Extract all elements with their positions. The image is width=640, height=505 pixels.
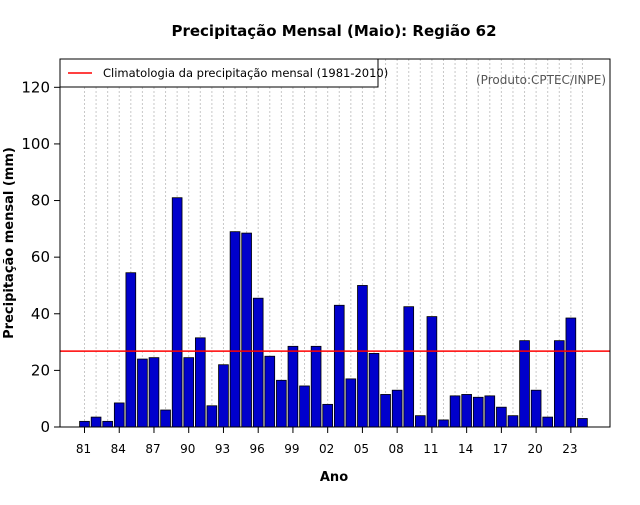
bar-2009 <box>403 306 415 428</box>
bar-1984 <box>113 402 125 428</box>
y-tick-label-20: 20 <box>31 361 50 379</box>
axes: 0 20 40 60 80 100 120 81 84 87 90 93 96 99 02 05 08 11 14 1… <box>21 78 577 456</box>
bar-2008 <box>391 389 403 428</box>
bar-2011 <box>426 316 438 428</box>
y-tick-label-0: 0 <box>40 418 50 436</box>
bar-1995 <box>241 232 252 428</box>
x-tick-label-2002: 02 <box>319 442 334 456</box>
bar-series <box>79 197 588 428</box>
bar-2000 <box>299 385 310 428</box>
x-tick-label-1996: 96 <box>250 442 265 456</box>
bar-2015 <box>472 396 484 428</box>
bar-2012 <box>438 419 449 428</box>
x-tick-label-2011: 11 <box>423 442 438 456</box>
bar-2022 <box>553 340 565 428</box>
bar-1987 <box>148 357 160 428</box>
bar-1999 <box>287 345 299 428</box>
bar-2020 <box>530 389 542 428</box>
bar-2024 <box>577 418 588 428</box>
legend-box <box>59 58 379 88</box>
bar-2006 <box>368 352 380 428</box>
bar-1982 <box>90 416 102 428</box>
bar-2018 <box>507 415 519 428</box>
grid-lines <box>84 59 583 427</box>
y-tick-label-40: 40 <box>31 305 50 323</box>
bar-2007 <box>380 394 391 428</box>
x-tick-label-1984: 84 <box>111 442 126 456</box>
bar-2010 <box>415 415 426 428</box>
bar-1992 <box>206 405 218 428</box>
bar-1989 <box>171 197 183 428</box>
bar-2014 <box>461 394 472 428</box>
bar-2021 <box>542 416 553 428</box>
bar-2017 <box>496 406 507 428</box>
bar-1994 <box>229 231 241 428</box>
x-tick-label-1981: 81 <box>76 442 91 456</box>
x-tick-label-1987: 87 <box>145 442 160 456</box>
legend-climatology-label: Climatologia da precipitação mensal (198… <box>103 66 388 80</box>
x-tick-label-1993: 93 <box>215 442 230 456</box>
bar-2023 <box>565 317 577 428</box>
bar-1996 <box>252 297 264 428</box>
bar-2003 <box>333 304 345 428</box>
y-tick-label-80: 80 <box>31 192 50 210</box>
x-tick-label-2023: 23 <box>562 442 577 456</box>
bar-2005 <box>357 285 368 428</box>
bar-1988 <box>160 409 171 428</box>
x-tick-label-1999: 99 <box>284 442 299 456</box>
y-tick-label-100: 100 <box>21 135 50 153</box>
bar-1998 <box>276 379 287 428</box>
bar-1997 <box>264 355 276 428</box>
bar-1981 <box>79 420 90 428</box>
credit-label: (Produto:CPTEC/INPE) <box>476 73 606 87</box>
bar-2016 <box>484 395 496 428</box>
bar-2001 <box>310 345 322 428</box>
x-tick-label-2008: 08 <box>389 442 404 456</box>
x-tick-label-2017: 17 <box>493 442 508 456</box>
bar-1993 <box>218 364 229 428</box>
x-tick-label-2020: 20 <box>527 442 542 456</box>
bar-1986 <box>137 358 148 428</box>
bar-1983 <box>102 420 113 428</box>
y-axis-label: Precipitação mensal (mm) <box>2 147 17 339</box>
chart-title: Precipitação Mensal (Maio): Região 62 <box>171 22 496 40</box>
x-tick-label-1990: 90 <box>180 442 195 456</box>
bar-2019 <box>519 340 530 428</box>
bar-2002 <box>322 403 333 428</box>
bar-1990 <box>183 357 195 428</box>
bar-1985 <box>125 272 137 428</box>
x-tick-label-2005: 05 <box>354 442 369 456</box>
legend: Climatologia da precipitação mensal (198… <box>59 58 388 88</box>
bar-2013 <box>449 395 461 428</box>
y-tick-label-120: 120 <box>21 78 50 96</box>
bar-2004 <box>345 378 357 428</box>
y-tick-label-60: 60 <box>31 248 50 266</box>
x-tick-label-2014: 14 <box>458 442 473 456</box>
x-axis-label: Ano <box>320 470 348 485</box>
